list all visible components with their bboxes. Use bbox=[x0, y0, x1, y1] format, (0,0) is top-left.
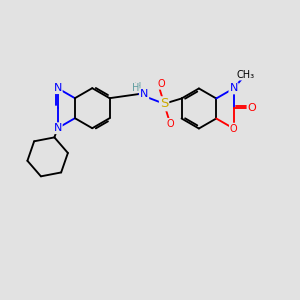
Text: H: H bbox=[134, 82, 141, 92]
Text: N: N bbox=[53, 123, 62, 133]
Text: H: H bbox=[132, 82, 139, 93]
Text: O: O bbox=[166, 119, 174, 129]
Text: O: O bbox=[157, 79, 165, 89]
Text: N: N bbox=[230, 83, 238, 94]
Text: O: O bbox=[248, 103, 256, 113]
Text: S: S bbox=[160, 97, 168, 110]
Text: O: O bbox=[230, 124, 237, 134]
Text: N: N bbox=[140, 89, 148, 99]
Text: CH₃: CH₃ bbox=[236, 70, 255, 80]
Text: N: N bbox=[53, 83, 62, 93]
